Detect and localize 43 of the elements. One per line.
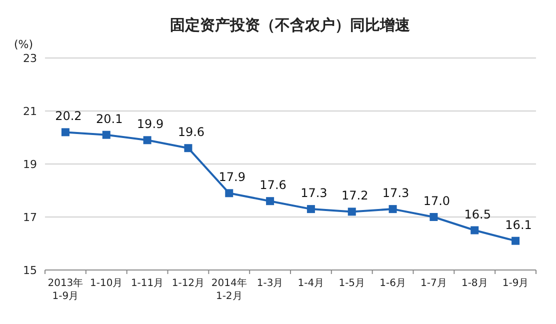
point bbox=[184, 144, 192, 152]
data-label: 17.3 bbox=[300, 186, 328, 200]
point bbox=[306, 205, 315, 214]
x-tick-label: 1-5月 bbox=[338, 278, 366, 289]
point bbox=[102, 130, 110, 139]
x-tick-label: 2013年 1-9月 bbox=[48, 277, 84, 302]
y-tick-label: 21 bbox=[23, 105, 37, 118]
x-tick-label: 1-10月 bbox=[90, 278, 123, 289]
data-label: 17.3 bbox=[382, 186, 410, 200]
x-tick-label: 1-9月 bbox=[502, 278, 529, 289]
data-label: 19.6 bbox=[178, 125, 205, 140]
data-label: 20.1 bbox=[96, 112, 123, 126]
data-label: 20.2 bbox=[55, 109, 82, 124]
point bbox=[61, 128, 70, 136]
y-axis-title: (%) bbox=[14, 38, 34, 51]
point bbox=[348, 208, 356, 216]
x-tick-label: 2014年 1-2月 bbox=[211, 277, 247, 302]
point bbox=[388, 205, 397, 214]
y-tick-label: 17 bbox=[23, 211, 37, 224]
point bbox=[512, 236, 520, 245]
y-tick-label: 23 bbox=[23, 52, 37, 65]
point bbox=[266, 197, 274, 206]
data-label: 16.1 bbox=[505, 218, 532, 232]
x-tick-label: 1-3月 bbox=[256, 278, 284, 289]
data-label: 17.2 bbox=[342, 188, 368, 203]
data-label: 17.0 bbox=[423, 194, 450, 208]
x-tick-label: 1-7月 bbox=[420, 278, 447, 289]
x-tick-label: 1-4月 bbox=[298, 278, 324, 289]
x-tick-label: 1-12月 bbox=[172, 278, 205, 289]
chart-title: 固定资产投资（不含农户）同比增速 bbox=[170, 16, 411, 34]
y-tick-label: 19 bbox=[23, 158, 37, 171]
data-label: 19.9 bbox=[136, 117, 164, 132]
x-tick-label: 1-6月 bbox=[380, 278, 406, 289]
point bbox=[225, 189, 234, 198]
x-tick-label: 1-8月 bbox=[461, 278, 488, 289]
data-label: 17.6 bbox=[260, 178, 286, 192]
x-tick-label: 1-11月 bbox=[130, 278, 164, 289]
y-tick-label: 15 bbox=[23, 264, 37, 277]
data-label: 16.5 bbox=[464, 207, 491, 222]
point bbox=[143, 136, 152, 144]
point bbox=[430, 213, 438, 221]
point bbox=[470, 226, 479, 234]
data-label: 17.9 bbox=[218, 170, 246, 184]
